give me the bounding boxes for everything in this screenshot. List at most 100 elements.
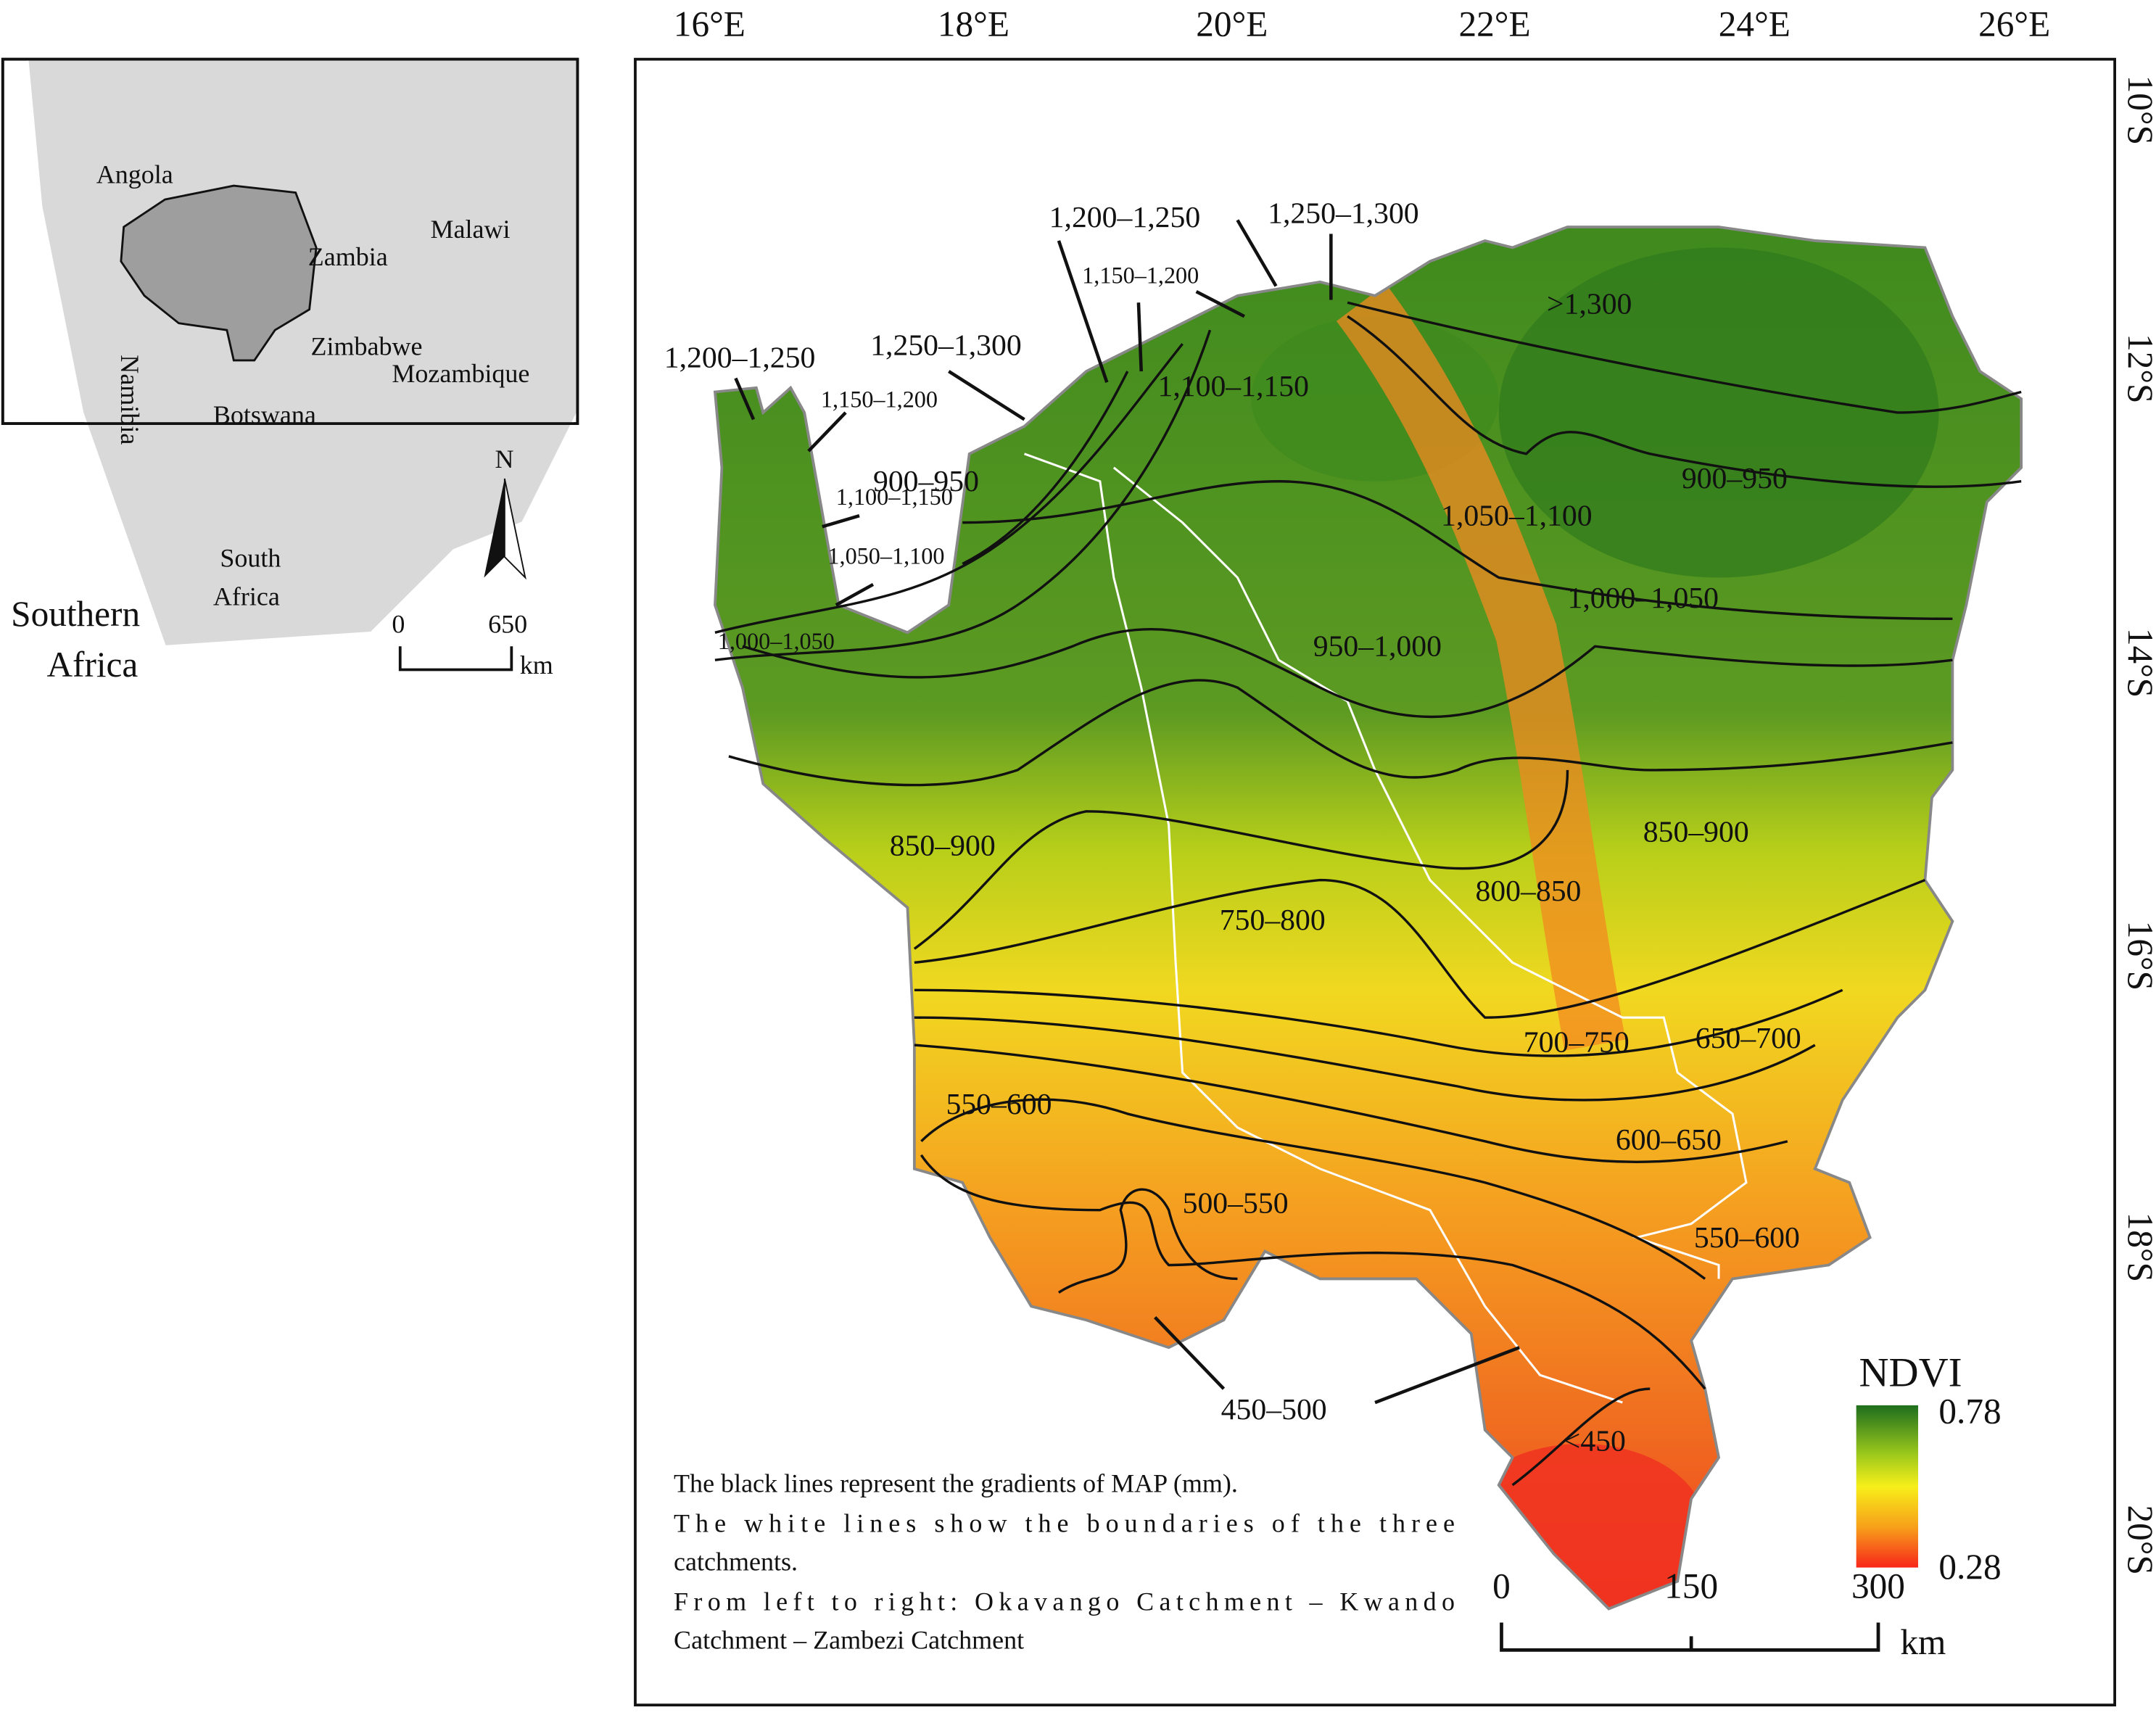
pointer xyxy=(1236,219,1278,287)
caption-line: The black lines represent the gradients … xyxy=(674,1468,1238,1497)
lat-label: 14°S xyxy=(2120,628,2156,698)
caption-line: The white lines show the boundaries of t… xyxy=(674,1508,1455,1537)
contour xyxy=(728,679,1953,787)
country-label: Zimbabwe xyxy=(311,331,423,360)
scale-label: 150 xyxy=(1664,1566,1718,1606)
catchment-boundaries xyxy=(1024,453,1748,1404)
contour-label: 1,050–1,100 xyxy=(827,543,944,569)
contour-label: 650–700 xyxy=(1696,1022,1801,1055)
pointer xyxy=(835,582,875,607)
contour xyxy=(714,343,1184,634)
contour-label: 950–1,000 xyxy=(1313,630,1442,664)
lat-label: 16°S xyxy=(2120,921,2156,991)
contour-label: 1,200–1,250 xyxy=(664,341,816,374)
scale-label: 650 xyxy=(488,609,527,638)
contour-label: 1,100–1,150 xyxy=(1157,370,1309,403)
contour-label: 750–800 xyxy=(1220,904,1326,937)
contour xyxy=(1058,1188,1238,1294)
contour-label: >1,300 xyxy=(1547,287,1632,321)
contour xyxy=(742,628,1953,719)
lat-label: 18°S xyxy=(2120,1212,2156,1282)
pointer xyxy=(1195,290,1245,318)
caption-line: Catchment – Zambezi Catchment xyxy=(674,1625,1024,1654)
contour-label: 1,100–1,150 xyxy=(836,484,953,510)
lat-label: 12°S xyxy=(2120,334,2156,403)
country-label: Malawi xyxy=(430,215,510,244)
contour-label: 850–900 xyxy=(890,829,996,862)
contour xyxy=(920,1098,1706,1280)
pointer xyxy=(822,513,860,529)
country-label: Angola xyxy=(96,160,173,189)
contour-label: <450 xyxy=(1564,1424,1626,1458)
pointer xyxy=(948,370,1025,421)
legend-min: 0.28 xyxy=(1938,1547,2001,1587)
contour xyxy=(914,1044,1788,1163)
caption-line: catchments. xyxy=(674,1547,798,1576)
pointer xyxy=(807,411,847,453)
contour-label: 550–600 xyxy=(946,1088,1052,1121)
contour-label: 600–650 xyxy=(1616,1123,1722,1157)
pointer xyxy=(1057,240,1109,383)
ndvi-patch xyxy=(1336,284,1626,1051)
contour xyxy=(1347,301,2022,414)
country-label: Mozambique xyxy=(392,359,529,388)
country-label: Botswana xyxy=(213,400,316,429)
ndvi-patch xyxy=(1498,247,1939,578)
catchment-line xyxy=(1112,466,1748,1279)
contour-label: 1,000–1,050 xyxy=(1567,582,1719,615)
scale-label: 300 xyxy=(1851,1566,1905,1606)
contour-label: 1,000–1,050 xyxy=(718,628,835,654)
legend-max: 0.78 xyxy=(1938,1392,2001,1431)
contour xyxy=(920,1154,1706,1390)
contour-label: 900–950 xyxy=(1682,462,1788,495)
lat-label: 20°S xyxy=(2120,1505,2156,1574)
north-arrow xyxy=(503,478,526,580)
inset-catchment xyxy=(120,184,318,362)
contour-label: 550–600 xyxy=(1694,1221,1800,1255)
lon-label: 16°E xyxy=(674,4,745,44)
contour xyxy=(914,988,1843,1057)
lon-label: 24°E xyxy=(1719,4,1791,44)
scale-bar: 0 150 300 km xyxy=(1492,1566,1946,1662)
north-label: N xyxy=(495,445,514,474)
colorbar xyxy=(1856,1405,1918,1568)
contour xyxy=(914,878,1926,1019)
contour-label: 450–500 xyxy=(1221,1393,1327,1426)
scale-label: 0 xyxy=(392,609,405,638)
region-label: Africa xyxy=(46,645,138,685)
inset-border xyxy=(1,57,579,426)
pointer xyxy=(734,377,756,421)
scale-line xyxy=(1500,1622,1880,1652)
lon-label: 20°E xyxy=(1196,4,1268,44)
contour xyxy=(714,329,1212,661)
contour-label: 500–550 xyxy=(1183,1186,1289,1220)
contour-label: 1,250–1,300 xyxy=(870,329,1022,362)
scale-unit: km xyxy=(1900,1622,1946,1662)
contours xyxy=(714,301,2022,1487)
label-pointers xyxy=(734,219,1520,1405)
contour xyxy=(962,480,1953,621)
scale-label: 0 xyxy=(1492,1566,1511,1606)
contour-label: 1,150–1,200 xyxy=(821,386,938,412)
lat-label: 10°S xyxy=(2120,75,2156,145)
scale-unit: km xyxy=(520,650,553,679)
catchment-line xyxy=(1024,453,1623,1404)
contour xyxy=(962,371,1129,566)
contour-label: 1,200–1,250 xyxy=(1049,201,1201,234)
pointer xyxy=(1136,302,1143,372)
lon-label: 26°E xyxy=(1978,4,2050,44)
contour xyxy=(1347,315,2022,488)
country-label: Africa xyxy=(213,582,280,611)
contour-label: 800–850 xyxy=(1475,875,1581,908)
legend-title: NDVI xyxy=(1859,1350,1962,1395)
legend: NDVI 0.78 0.28 xyxy=(1856,1350,2002,1587)
region-label: Southern xyxy=(11,594,140,634)
country-label: Zambia xyxy=(308,242,388,271)
contour-label: 900–950 xyxy=(873,465,979,498)
lon-label: 22°E xyxy=(1458,4,1530,44)
pointer xyxy=(1154,1315,1226,1390)
contour-labels: 1,200–1,250 1,250–1,300 1,200–1,250 1,25… xyxy=(664,197,1801,1458)
contour xyxy=(913,769,1569,950)
